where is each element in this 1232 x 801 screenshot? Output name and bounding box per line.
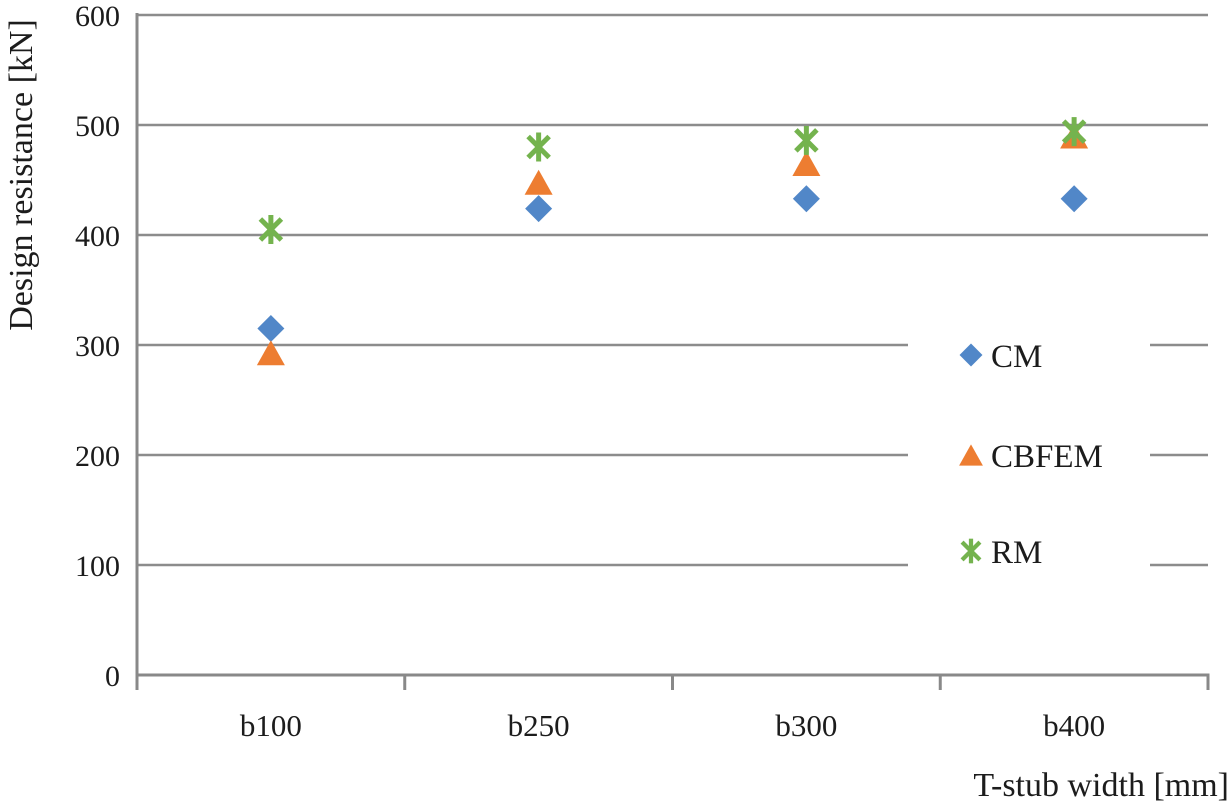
marker-CM-b300 xyxy=(792,185,820,213)
legend xyxy=(908,322,1150,584)
marker-RM-b250 xyxy=(526,132,551,162)
legend-marker-CM xyxy=(959,343,983,367)
marker-RM-b300 xyxy=(794,125,819,155)
y-tick-label-500: 500 xyxy=(75,110,120,143)
y-tick-label-300: 300 xyxy=(75,330,120,363)
legend-label-CBFEM: CBFEM xyxy=(991,439,1103,475)
marker-CBFEM-b250 xyxy=(524,169,553,195)
x-tick-label-b250: b250 xyxy=(508,708,570,743)
y-tick-label-600: 600 xyxy=(75,0,120,33)
marker-CBFEM-b100 xyxy=(256,340,285,366)
marker-RM-b400 xyxy=(1061,117,1087,147)
marker-CM-b250 xyxy=(525,195,553,223)
legend-marker-CBFEM xyxy=(959,444,983,466)
y-tick-label-200: 200 xyxy=(75,440,120,473)
y-tick-label-0: 0 xyxy=(105,660,120,693)
marker-CM-b100 xyxy=(257,315,285,342)
legend-marker-RM xyxy=(960,538,982,564)
legend-label-CM: CM xyxy=(991,339,1042,375)
y-tick-label-400: 400 xyxy=(75,220,120,253)
marker-CM-b400 xyxy=(1060,185,1088,213)
y-tick-label-100: 100 xyxy=(75,550,120,583)
marker-CBFEM-b300 xyxy=(792,151,821,176)
legend-label-RM: RM xyxy=(991,535,1042,571)
marker-RM-b100 xyxy=(258,215,284,244)
x-axis-title: T-stub width [mm] xyxy=(973,767,1229,801)
x-tick-label-b300: b300 xyxy=(775,708,837,743)
x-tick-label-b400: b400 xyxy=(1043,708,1105,743)
x-tick-label-b100: b100 xyxy=(240,708,302,743)
y-axis-title: Design resistance [kN] xyxy=(3,19,40,331)
